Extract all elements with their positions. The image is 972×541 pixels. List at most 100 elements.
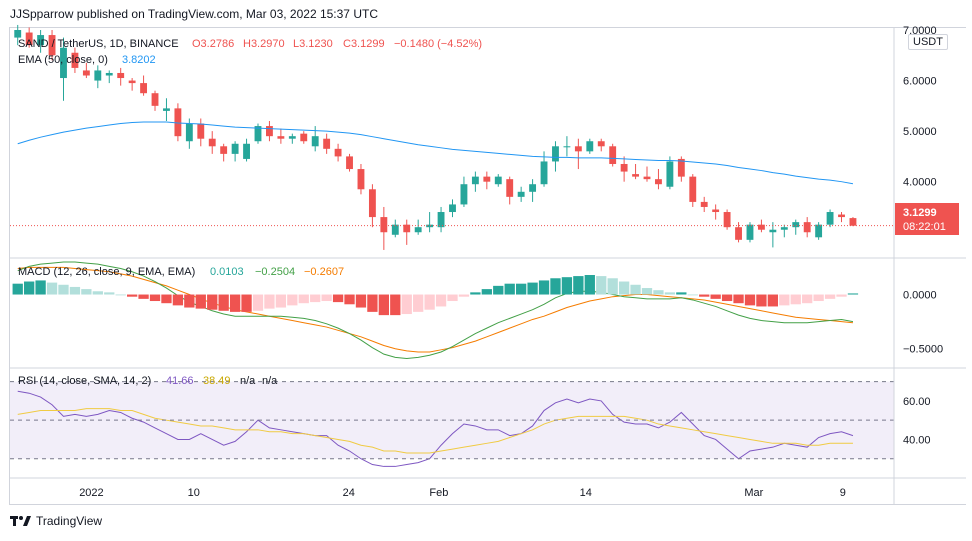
macd-hist-bar-33 [390, 294, 401, 316]
macd-hist-bar-67 [779, 294, 790, 306]
macd-hist-bar-15 [184, 294, 195, 308]
macd-hist-bar-11 [138, 294, 149, 299]
macd-hist-bar-68 [790, 294, 801, 305]
macd-hist-bar-20 [241, 294, 252, 312]
macd-hist-bar-40 [470, 292, 481, 295]
macd-hist-bar-2 [35, 280, 46, 295]
macd-hist-bar-29 [344, 294, 355, 305]
macd-hist-bar-65 [756, 294, 767, 307]
x-tick-label-4: 14 [580, 487, 592, 499]
ohlc-high: H3.2970 [243, 38, 285, 50]
x-tick-label-3: Feb [429, 487, 448, 499]
macd-hist-bar-1 [24, 281, 35, 295]
macd-hist-bar-50 [584, 275, 595, 295]
footer-brand[interactable]: TradingView [10, 514, 102, 528]
macd-hist-bar-26 [310, 294, 321, 303]
rsi-ma-value: 38.49 [203, 375, 231, 387]
macd-hist-bar-0 [12, 283, 23, 295]
macd-hist-bar-41 [481, 289, 492, 295]
ohlc-change: −0.1480 (−4.52%) [394, 38, 482, 50]
macd-hist-bar-52 [607, 278, 618, 295]
macd-hist-bar-19 [229, 294, 241, 312]
macd-hist-bar-62 [721, 294, 733, 302]
macd-hist-bar-63 [733, 294, 744, 304]
rsi-na-2: n/a [262, 375, 278, 387]
x-tick-label-1: 10 [188, 487, 200, 499]
macd-hist-bar-59 [687, 294, 698, 296]
countdown-text: 08:22:01 [903, 221, 946, 233]
macd-hist-bar-56 [653, 290, 664, 295]
macd-hist-bar-51 [596, 276, 607, 295]
macd-hist-bar-35 [413, 294, 424, 312]
macd-hist-bar-25 [298, 294, 309, 304]
ohlc-open: O3.2786 [192, 38, 234, 50]
macd-hist-bar-14 [172, 294, 184, 306]
macd-hist-bar-34 [401, 294, 412, 315]
macd-hist-bar-47 [550, 278, 561, 295]
rsi-label: RSI (14, close, SMA, 14, 2) [18, 375, 151, 387]
rsi-value: 41.66 [166, 375, 194, 387]
macd-hist-bar-8 [104, 292, 115, 295]
macd-hist-bar-16 [195, 294, 206, 309]
ema-value: 3.8202 [122, 54, 156, 66]
macd-hist-bar-64 [744, 294, 756, 306]
macd-hist-bar-42 [493, 285, 504, 295]
footer-brand-text: TradingView [36, 514, 103, 528]
rsi-band-fill [10, 381, 894, 459]
rsi-tick-label-0: 60.00 [903, 396, 931, 408]
macd-hist-bar-6 [81, 289, 92, 295]
ohlc-low: L3.1230 [293, 38, 333, 50]
macd-hist-bar-49 [573, 276, 584, 295]
macd-hist-bar-13 [161, 294, 172, 304]
x-tick-label-6: 9 [840, 487, 846, 499]
macd-label: MACD (12, 26, close, 9, EMA, EMA) [18, 266, 195, 278]
macd-hist-value: 0.0103 [210, 266, 244, 278]
tradingview-logo-icon [10, 516, 31, 526]
macd-hist-bar-21 [252, 294, 264, 311]
price-tick-label-2: 5.0000 [903, 126, 937, 138]
macd-hist-bar-55 [641, 288, 653, 295]
rsi-tick-label-1: 40.00 [903, 434, 931, 446]
macd-hist-bar-10 [126, 294, 138, 297]
macd-hist-bar-7 [92, 291, 103, 295]
macd-hist-bar-39 [458, 294, 470, 297]
macd-hist-bar-31 [367, 294, 378, 312]
macd-hist-bar-44 [516, 283, 527, 295]
ohlc-close: C3.1299 [343, 38, 385, 50]
symbol-label: SAND / TetherUS, 1D, BINANCE [18, 38, 179, 50]
macd-hist-bar-17 [207, 294, 218, 310]
macd-signal-value: −0.2607 [304, 266, 344, 278]
macd-hist-bar-9 [115, 294, 126, 296]
macd-hist-bar-3 [46, 282, 58, 295]
macd-hist-bar-36 [424, 294, 435, 310]
publisher-header: JJSpparrow published on TradingView.com,… [10, 7, 378, 21]
macd-tick-label-0: 0.0000 [903, 290, 937, 302]
macd-hist-bar-43 [504, 283, 515, 295]
macd-hist-bar-18 [218, 294, 229, 311]
macd-hist-bar-54 [630, 284, 641, 295]
macd-hist-bar-72 [836, 294, 847, 297]
x-tick-label-5: Mar [744, 487, 763, 499]
macd-hist-bar-24 [287, 294, 298, 306]
x-tick-label-2: 24 [343, 487, 355, 499]
macd-hist-bar-53 [618, 281, 630, 295]
macd-hist-bar-4 [58, 284, 69, 295]
macd-hist-bar-23 [275, 294, 287, 308]
macd-hist-bar-48 [561, 277, 573, 295]
macd-tick-label-1: −0.5000 [903, 344, 943, 356]
macd-hist-bar-70 [813, 294, 824, 302]
macd-hist-bar-27 [321, 294, 332, 302]
price-tick-label-3: 4.0000 [903, 177, 937, 189]
last-price-badge [895, 203, 959, 235]
currency-unit-badge[interactable]: USDT [908, 34, 948, 50]
macd-hist-bar-5 [69, 286, 81, 295]
macd-hist-bar-37 [435, 294, 447, 307]
macd-hist-bar-28 [332, 294, 344, 303]
macd-hist-bar-71 [824, 294, 836, 299]
macd-hist-bar-46 [538, 280, 550, 295]
price-tick-label-1: 6.0000 [903, 76, 937, 88]
macd-hist-bar-12 [149, 294, 161, 302]
macd-hist-bar-73 [847, 293, 859, 295]
rsi-na-1: n/a [240, 375, 256, 387]
